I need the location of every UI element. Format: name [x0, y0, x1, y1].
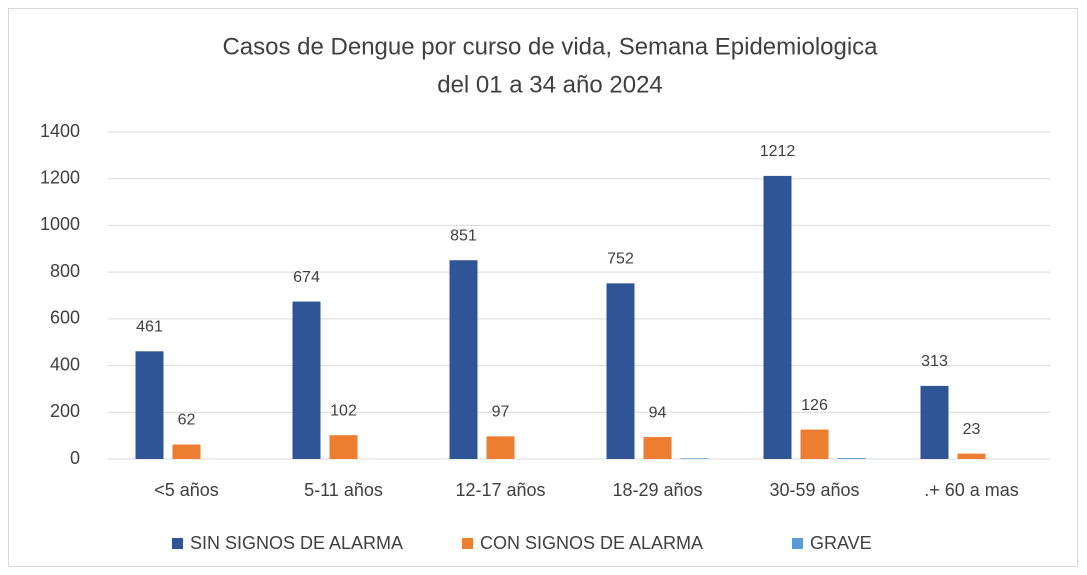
data-label: 752: [607, 251, 634, 268]
data-label: 62: [178, 412, 196, 429]
legend-swatch: [172, 538, 183, 549]
bar: [172, 444, 201, 459]
bar: [763, 175, 792, 459]
bar: [920, 385, 949, 459]
bar: [957, 453, 986, 459]
y-tick-label: 1400: [40, 121, 80, 141]
bar: [643, 437, 672, 459]
bar: [606, 283, 635, 459]
bar: [292, 301, 321, 459]
legend-swatch: [792, 538, 803, 549]
chart-title: Casos de Dengue por curso de vida, Seman…: [222, 33, 878, 60]
x-tick-label: 18-29 años: [612, 480, 702, 500]
data-label: 851: [450, 227, 477, 244]
data-label: 94: [649, 404, 667, 421]
y-tick-label: 0: [70, 448, 80, 468]
y-tick-label: 1200: [40, 167, 80, 187]
data-label: 313: [921, 353, 948, 370]
bar: [449, 260, 478, 459]
data-label: 102: [330, 402, 357, 419]
data-label: 97: [492, 404, 510, 421]
y-tick-label: 1000: [40, 214, 80, 234]
chart-title: del 01 a 34 año 2024: [437, 71, 663, 98]
chart-border: [8, 8, 1078, 567]
bar: [135, 351, 164, 459]
data-label: 674: [293, 269, 320, 286]
x-tick-label: .+ 60 a mas: [924, 480, 1019, 500]
data-label: 126: [801, 397, 828, 414]
x-tick-label: 12-17 años: [455, 480, 545, 500]
data-label: 1212: [760, 143, 796, 160]
legend-label: GRAVE: [810, 533, 872, 553]
y-tick-label: 600: [50, 308, 80, 328]
data-label: 23: [963, 421, 981, 438]
legend-swatch: [462, 538, 473, 549]
y-tick-label: 200: [50, 401, 80, 421]
legend-label: CON SIGNOS DE ALARMA: [480, 533, 703, 553]
x-tick-label: 30-59 años: [769, 480, 859, 500]
bar: [800, 429, 829, 459]
bar: [486, 436, 515, 459]
x-tick-label: <5 años: [154, 480, 219, 500]
bar: [837, 458, 866, 459]
bar: [329, 435, 358, 459]
data-label: 461: [136, 319, 163, 336]
bar: [680, 458, 709, 459]
legend-label: SIN SIGNOS DE ALARMA: [190, 533, 403, 553]
y-tick-label: 800: [50, 261, 80, 281]
x-tick-label: 5-11 años: [304, 480, 383, 500]
y-tick-label: 400: [50, 354, 80, 374]
